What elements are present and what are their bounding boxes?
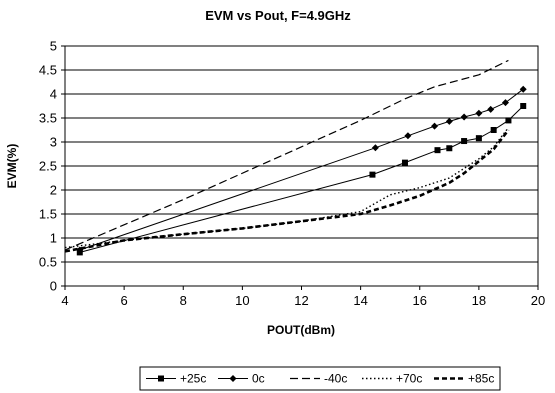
series-1-point-1: [371, 144, 379, 152]
y-tick-label-7: 3.5: [39, 111, 57, 126]
series-0-point-4: [446, 145, 453, 152]
legend-label-0: +25c: [180, 372, 206, 386]
x-tick-label-2: 8: [180, 293, 187, 308]
y-tick-label-3: 1.5: [39, 207, 57, 222]
x-tick-label-3: 10: [235, 293, 249, 308]
series-0-point-1: [369, 171, 376, 178]
series-line-0: [79, 105, 524, 253]
legend-label-3: +70c: [396, 372, 422, 386]
y-tick-label-4: 2: [50, 183, 57, 198]
legend-label-2: -40c: [324, 372, 347, 386]
legend-label-4: +85c: [468, 372, 494, 386]
y-axis: 0 0.5 1 1.5 2 2.5 3 3.5 4 4.5 5: [39, 39, 65, 294]
y-axis-title: EVM(%): [5, 144, 19, 189]
series-3: [64, 127, 509, 249]
x-tick-label-0: 4: [61, 293, 68, 308]
series-0-point-6: [475, 135, 482, 142]
series-0-point-5: [461, 138, 468, 145]
series-1-point-8: [501, 99, 509, 107]
series-2: [64, 59, 509, 251]
y-tick-label-8: 4: [50, 87, 57, 102]
series-1-point-2: [404, 132, 412, 140]
series-line-1: [79, 88, 524, 251]
series-0: [76, 103, 527, 256]
series-1-point-4: [445, 117, 453, 125]
y-tick-label-0: 0: [50, 279, 57, 294]
y-tick-label-2: 1: [50, 231, 57, 246]
series-0-point-2: [401, 159, 408, 166]
y-tick-label-1: 0.5: [39, 255, 57, 270]
x-tick-label-5: 14: [353, 293, 367, 308]
legend: +25c 0c -40c +70c +85c: [139, 366, 501, 391]
chart-title: EVM vs Pout, F=4.9GHz: [205, 8, 351, 23]
series-1: [76, 85, 527, 254]
x-axis-title: POUT(dBm): [267, 323, 335, 337]
series-1-point-9: [519, 85, 527, 93]
legend-label-1: 0c: [252, 372, 265, 386]
grid-lines: [65, 69, 538, 263]
series-4: [64, 129, 510, 253]
series-0-point-3: [434, 147, 441, 154]
x-tick-label-8: 20: [531, 293, 545, 308]
series-line-3: [64, 127, 509, 249]
series-0-point-9: [520, 103, 527, 109]
legend-marker-0: [158, 375, 164, 382]
series-1-point-7: [487, 105, 495, 113]
series-1-point-5: [460, 113, 468, 121]
x-axis: 4 6 8 10 12 14 16 18 20: [61, 286, 545, 308]
y-tick-label-6: 3: [50, 135, 57, 150]
y-tick-label-10: 5: [50, 39, 57, 54]
series-0-point-7: [490, 127, 497, 133]
series-0-point-8: [505, 117, 512, 124]
series-1-point-3: [431, 122, 439, 130]
series-1-point-6: [475, 109, 483, 117]
x-tick-label-4: 12: [294, 293, 308, 308]
x-tick-label-7: 18: [472, 293, 486, 308]
legend-marker-1: [229, 375, 237, 382]
series-line-2: [64, 59, 509, 251]
y-tick-label-9: 4.5: [39, 63, 57, 78]
y-tick-label-5: 2.5: [39, 159, 57, 174]
series-line-4: [64, 129, 510, 253]
series-group: [64, 59, 527, 256]
x-tick-label-6: 16: [413, 293, 427, 308]
x-tick-label-1: 6: [121, 293, 128, 308]
